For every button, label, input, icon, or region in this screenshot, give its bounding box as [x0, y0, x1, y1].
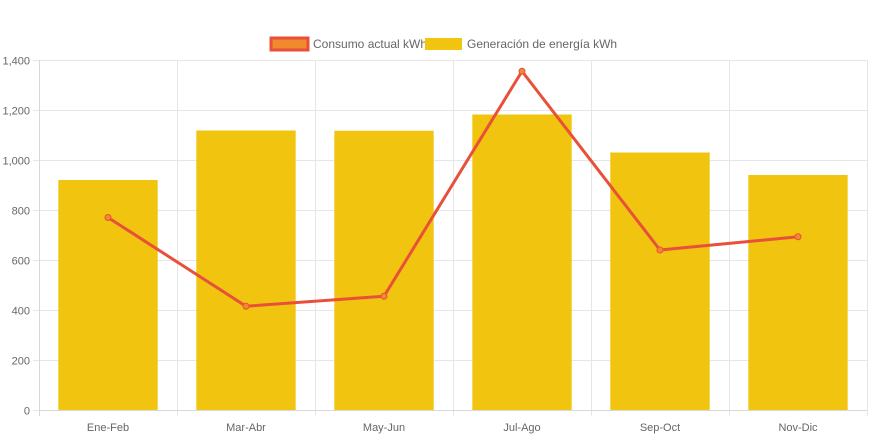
y-tick-label: 1,200 [2, 106, 30, 118]
line-series [104, 67, 802, 310]
bar-may-jun[interactable] [334, 130, 434, 410]
consumo-point-may-jun[interactable] [380, 292, 388, 300]
y-tick-label: 1,000 [2, 156, 30, 168]
y-axis-ticks: 0 200 400 600 800 1,000 1,200 1,400 [2, 56, 30, 418]
bar-series [58, 114, 848, 411]
consumo-point-nov-dic[interactable] [794, 233, 802, 241]
x-tick-label: Nov-Dic [778, 422, 818, 434]
x-axis-ticks: Ene-Feb Mar-Abr May-Jun Jul-Ago Sep-Oct Nov-D… [87, 422, 818, 434]
bar-jul-ago[interactable] [472, 114, 572, 411]
legend-swatch-generacion[interactable] [425, 38, 462, 50]
legend-swatch-consumo[interactable] [269, 36, 310, 52]
grid-lines [33, 60, 868, 416]
legend-label-consumo[interactable]: Consumo actual kWh [313, 37, 427, 51]
consumo-line[interactable] [107, 69, 799, 308]
y-tick-label: 800 [12, 206, 30, 218]
y-tick-label: 600 [12, 256, 30, 268]
x-tick-label: Mar-Abr [226, 422, 266, 434]
legend-label-generacion[interactable]: Generación de energía kWh [467, 37, 617, 51]
consumo-point-mar-abr[interactable] [242, 302, 250, 310]
y-tick-label: 400 [12, 306, 30, 318]
bar-mar-abr[interactable] [196, 130, 296, 411]
consumo-point-jul-ago[interactable] [518, 67, 526, 75]
bar-sep-oct[interactable] [610, 152, 710, 411]
bar-nov-dic[interactable] [748, 175, 848, 410]
y-tick-label: 200 [12, 356, 30, 368]
x-tick-label: Jul-Ago [503, 422, 540, 434]
consumo-point-sep-oct[interactable] [656, 246, 664, 254]
x-tick-label: Sep-Oct [640, 422, 680, 434]
consumo-point-ene-feb[interactable] [104, 214, 112, 221]
x-tick-label: Ene-Feb [87, 422, 129, 434]
x-tick-label: May-Jun [363, 422, 405, 434]
legend: Consumo actual kWh Generación de energía… [269, 36, 617, 52]
y-tick-label: 0 [24, 406, 30, 418]
y-tick-label: 1,400 [2, 56, 30, 68]
